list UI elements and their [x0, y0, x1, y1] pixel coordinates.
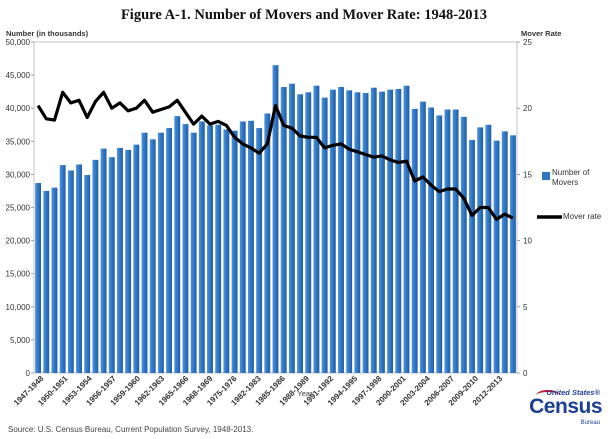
bar	[125, 149, 132, 373]
bar	[264, 113, 271, 373]
x-axis-title: Year	[297, 389, 313, 398]
bar	[215, 124, 222, 373]
bar	[223, 129, 230, 373]
bar	[207, 125, 213, 373]
logo-main-text: Census	[529, 395, 602, 418]
left-axis-tick-label: 5,000	[10, 336, 31, 345]
bar	[35, 183, 42, 373]
bar	[174, 116, 181, 374]
bar	[239, 121, 246, 373]
bar	[403, 85, 410, 373]
logo-top-text: United States®	[546, 388, 600, 397]
bar	[166, 128, 173, 373]
left-axis-tick-label: 10,000	[6, 303, 31, 312]
bar	[272, 65, 279, 374]
bar	[428, 107, 434, 374]
bar	[100, 148, 107, 373]
bar	[231, 130, 238, 373]
legend-bar-label-2: Movers	[552, 178, 579, 187]
bar	[395, 89, 402, 373]
logo-bottom-text: Bureau	[580, 420, 600, 426]
source-note: Source: U.S. Census Bureau, Current Popu…	[8, 425, 254, 434]
census-logo: United States® Census Bureau	[529, 388, 604, 434]
bar	[436, 115, 443, 374]
logo-swoosh-icon	[536, 390, 560, 401]
bar	[108, 157, 115, 373]
bar	[509, 135, 516, 373]
bar	[346, 90, 353, 374]
bar	[501, 131, 508, 373]
bar	[51, 187, 58, 373]
bar	[59, 165, 66, 373]
bar	[280, 87, 287, 374]
bar	[92, 159, 99, 373]
legend-bar-swatch	[542, 172, 550, 180]
bar	[76, 164, 82, 373]
bar	[297, 94, 304, 373]
bar	[387, 89, 394, 373]
bar	[190, 132, 197, 373]
chart-title: Figure A-1. Number of Movers and Mover R…	[120, 7, 488, 23]
left-axis-tick-label: 40,000	[6, 104, 31, 113]
bar	[321, 97, 328, 373]
bar	[256, 128, 263, 373]
bar	[452, 109, 459, 374]
right-axis-tick-label: 15	[523, 170, 532, 179]
bar	[411, 108, 418, 373]
bar	[485, 124, 492, 373]
bar	[182, 124, 189, 373]
bar	[305, 92, 312, 373]
bar	[469, 139, 475, 373]
bar	[288, 83, 295, 374]
right-axis-tick-label: 25	[523, 38, 532, 47]
bar	[378, 91, 385, 374]
bar	[117, 147, 123, 373]
mover-rate-line	[36, 90, 514, 221]
right-axis-title: Mover Rate	[521, 29, 562, 38]
left-axis-tick-label: 35,000	[6, 137, 31, 146]
bar	[354, 92, 361, 373]
right-axis-tick-label: 0	[523, 369, 528, 378]
bar	[460, 116, 467, 373]
bar	[149, 139, 156, 373]
left-axis-tick-label: 20,000	[6, 237, 31, 246]
right-axis-tick-label: 20	[523, 104, 532, 113]
bar	[362, 92, 369, 373]
left-axis-tick-label: 15,000	[6, 270, 31, 279]
bar	[141, 132, 148, 373]
left-axis-tick-label: 50,000	[6, 38, 31, 47]
left-axis-title: Number (in thousands)	[6, 29, 89, 38]
right-axis-tick-label: 10	[523, 237, 532, 246]
bar	[198, 121, 205, 373]
left-axis-tick-label: 30,000	[6, 170, 31, 179]
bar	[338, 87, 344, 374]
bar	[329, 89, 336, 373]
legend-line-label: Mover rate	[563, 212, 602, 221]
left-axis-tick-label: 45,000	[6, 71, 31, 80]
bar	[370, 87, 377, 373]
bar	[313, 85, 320, 373]
right-axis-tick-label: 5	[523, 303, 528, 312]
bar	[444, 109, 451, 374]
bar	[493, 140, 500, 373]
legend-bar-label-1: Number of	[552, 168, 590, 177]
bar	[43, 190, 50, 373]
bar	[157, 132, 164, 373]
bar	[84, 175, 91, 373]
bar	[133, 144, 140, 373]
left-axis-tick-label: 25,000	[6, 204, 31, 213]
bar	[419, 101, 426, 373]
left-axis-tick-label: 0	[26, 369, 31, 378]
bar	[247, 120, 254, 373]
bar	[477, 127, 484, 373]
bar	[67, 170, 74, 373]
